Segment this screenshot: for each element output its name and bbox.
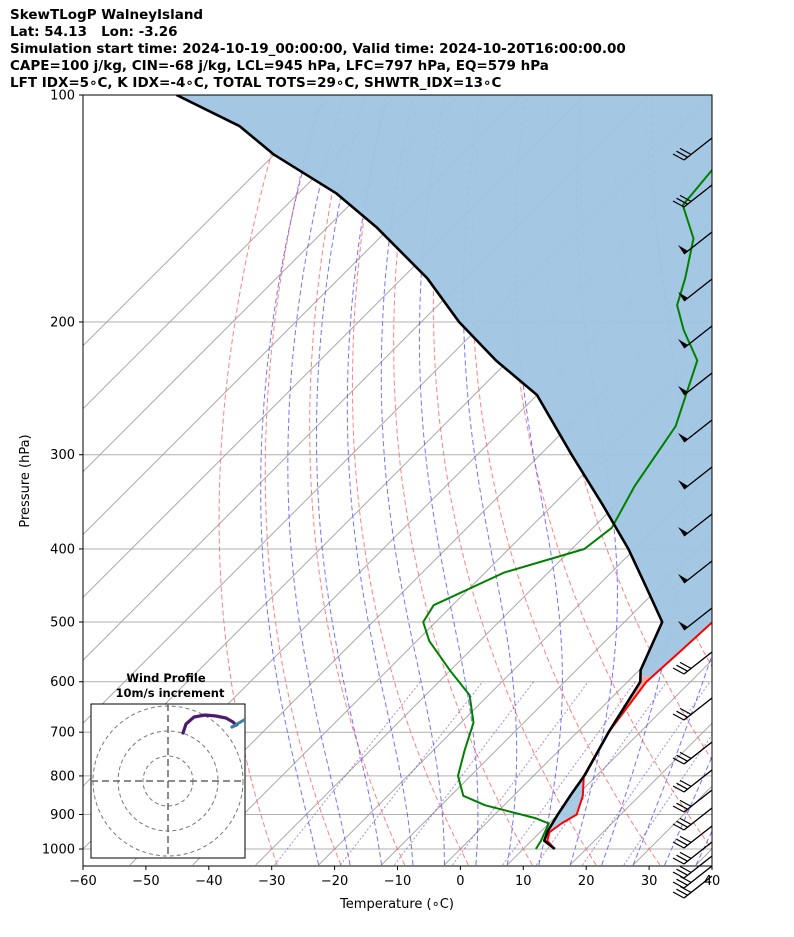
dry-adiabat-line <box>508 95 712 850</box>
wind-barb <box>672 807 713 831</box>
dry-adiabat-line <box>745 95 794 865</box>
dry-adiabat-line <box>711 95 712 102</box>
profile-lines <box>175 95 712 851</box>
wind-profile-inset: Wind Profile 10m/s increment <box>90 671 246 859</box>
moist-adiabat-line <box>316 95 382 866</box>
isotherm-line <box>569 722 712 866</box>
dry-adiabat-line <box>432 95 597 866</box>
dry-adiabat-line <box>309 95 406 866</box>
moist-adiabat-line <box>664 755 712 866</box>
isotherm-line <box>444 596 712 866</box>
isotherm-line <box>381 533 712 866</box>
x-tick-label: −20 <box>321 874 348 889</box>
wind-barb <box>672 741 713 765</box>
inset-hodograph-tail <box>230 718 245 729</box>
y-tick-label: 300 <box>50 448 75 463</box>
parcel-path-line <box>175 95 664 851</box>
y-tick-label: 700 <box>50 726 75 741</box>
wind-barb <box>678 607 713 631</box>
isotherm-line <box>83 95 398 410</box>
wind-barb <box>678 325 713 349</box>
x-tick-label: 40 <box>704 874 721 889</box>
dry-adiabat-line <box>264 95 342 866</box>
x-axis-label: Temperature (∘C) <box>339 897 454 912</box>
x-tick-label: 20 <box>578 874 595 889</box>
x-tick-label: −10 <box>384 874 411 889</box>
dry-adiabat-line <box>393 95 533 866</box>
wind-barb <box>678 513 713 537</box>
dewpoint-profile-line <box>422 168 712 850</box>
isotherm-line <box>83 95 460 473</box>
mixing-ratio-line <box>535 681 668 866</box>
title-station: SkewTLogP WalneyIsland <box>10 7 204 23</box>
wind-barb <box>678 372 713 396</box>
y-tick-label: 400 <box>50 542 75 557</box>
x-tick-label: 30 <box>641 874 658 889</box>
dry-adiabat-line <box>777 95 794 865</box>
x-tick-label: −30 <box>258 874 285 889</box>
y-tick-label: 900 <box>50 808 75 823</box>
wind-barb <box>672 697 713 721</box>
title-times: Simulation start time: 2024-10-19_00:00:… <box>10 41 626 57</box>
dry-adiabat-line <box>218 95 289 866</box>
mixing-ratio-line <box>623 734 712 866</box>
y-tick-label: 200 <box>50 315 75 330</box>
isotherm-line <box>507 659 712 866</box>
moist-adiabat-line <box>346 95 414 866</box>
dry-adiabat-line <box>471 95 661 866</box>
wind-barb <box>678 278 713 302</box>
wind-barb <box>672 825 713 849</box>
mixing-ratio-line <box>274 681 421 866</box>
mixing-ratio-line <box>502 681 636 866</box>
moist-adiabat-line <box>260 95 325 866</box>
x-tick-label: 0 <box>456 874 464 889</box>
wind-barb <box>672 789 713 813</box>
wind-barb <box>672 651 713 675</box>
wind-barb <box>672 841 713 865</box>
y-tick-label: 1000 <box>42 843 75 858</box>
isotherm-line <box>83 95 335 347</box>
wind-barbs <box>672 137 713 899</box>
title-latlon: Lat: 54.13 Lon: -3.26 <box>10 24 178 40</box>
moist-adiabat-line <box>601 95 686 866</box>
inset-subtitle: 10m/s increment <box>116 686 225 700</box>
title-cape-indices: CAPE=100 j/kg, CIN=-68 j/kg, LCL=945 hPa… <box>10 58 549 74</box>
wind-barb <box>672 769 713 793</box>
y-tick-label: 600 <box>50 675 75 690</box>
wind-barb <box>678 560 713 584</box>
moist-adiabat-line <box>287 95 351 866</box>
y-axis-label: Pressure (hPa) <box>18 434 33 527</box>
inset-title: Wind Profile <box>126 671 206 685</box>
cape-cin-fills <box>176 95 712 836</box>
x-tick-label: 10 <box>515 874 532 889</box>
moist-adiabat-line <box>632 653 712 866</box>
wind-barb <box>672 184 713 208</box>
y-tick-label: 500 <box>50 616 75 631</box>
wind-barb <box>678 419 713 443</box>
wind-barb <box>672 865 713 889</box>
isotherm-line <box>129 282 712 866</box>
wind-barb <box>672 137 713 161</box>
temperature-profile-line <box>546 621 712 850</box>
x-tick-label: −60 <box>69 874 96 889</box>
mixing-ratio-line <box>393 681 534 866</box>
x-tick-label: −40 <box>195 874 222 889</box>
moist-adiabat-line <box>380 95 445 865</box>
x-tick-label: −50 <box>132 874 159 889</box>
title-stability-indices: LFT IDX=5∘C, K IDX=-4∘C, TOTAL TOTS=29∘C… <box>10 75 502 91</box>
y-tick-label: 100 <box>50 89 75 104</box>
y-tick-label: 800 <box>50 769 75 784</box>
wind-barb <box>672 875 713 899</box>
chart-title-block: SkewTLogP WalneyIsland Lat: 54.13 Lon: -3… <box>10 7 626 92</box>
cape-area <box>176 95 712 677</box>
mixing-ratio-line <box>581 681 711 866</box>
wind-barb <box>678 466 713 490</box>
wind-barb <box>678 231 713 255</box>
dry-adiabat-line <box>351 95 469 866</box>
axis-ticks: −60 −50 −40 −30 −20 −10 0 10 20 30 40 1000 900 800 700… <box>42 89 720 890</box>
